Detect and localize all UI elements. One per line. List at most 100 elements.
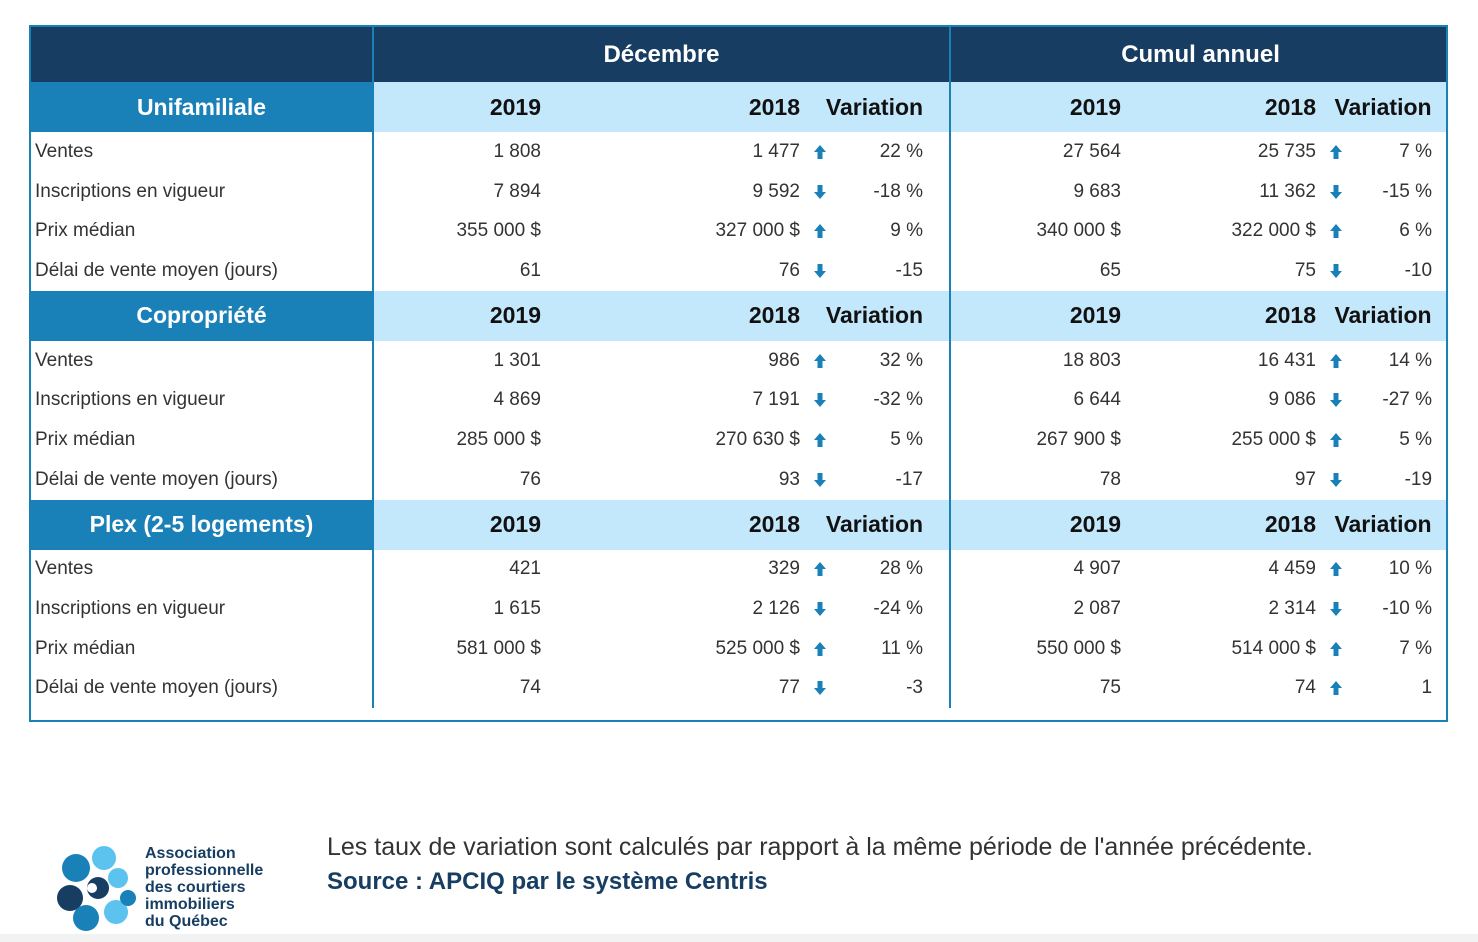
dec-2019-value: 7 894 xyxy=(493,180,541,202)
dec-2019-value: 355 000 $ xyxy=(456,220,541,242)
ytd-2019-value: 75 xyxy=(1099,677,1121,699)
logo-line: des courtiers xyxy=(145,879,246,896)
ytd-2018-value: 75 xyxy=(1294,259,1316,281)
dec-variation-value: -3 xyxy=(840,668,951,709)
table-row: Prix médian 581 000 $ 525 000 $ 11 % 550 000… xyxy=(31,628,1446,669)
dec-variation-value: 11 % xyxy=(840,628,951,669)
down-arrow-icon xyxy=(1316,380,1356,420)
ytd-2018-value: 97 xyxy=(1294,468,1316,490)
logo-line: du Québec xyxy=(145,913,228,930)
dec-2018-value: 1 477 xyxy=(752,140,800,162)
ytd-2018-value: 25 735 xyxy=(1257,140,1316,162)
ytd-variation-value: -19 xyxy=(1404,468,1433,490)
row-label: Inscriptions en vigueur xyxy=(31,380,374,421)
logo-text: Association professionnelle des courtier… xyxy=(145,845,263,930)
col-year: 2018 xyxy=(541,290,800,341)
col-year: 2019 xyxy=(373,82,541,132)
section-header-row: Copropriété 2019 2018 Variation 2019 2018 Vari… xyxy=(31,290,1446,341)
dec-2018-value: 9 592 xyxy=(752,180,800,202)
period-header-row: Décembre Cumul annuel xyxy=(31,27,1446,82)
ytd-2019-value: 27 564 xyxy=(1062,140,1121,162)
stats-table: Décembre Cumul annuel Unifamiliale 2019 20… xyxy=(31,27,1446,709)
col-year: 2018 xyxy=(1121,499,1316,550)
up-arrow-icon xyxy=(800,211,840,251)
col-variation: Variation xyxy=(1316,499,1446,550)
dec-variation-value: -17 xyxy=(840,459,951,500)
ytd-variation-value: 1 xyxy=(1421,677,1433,699)
col-year: 2018 xyxy=(1121,290,1316,341)
ytd-2019-value: 6 644 xyxy=(1073,389,1121,411)
col-year: 2019 xyxy=(950,82,1121,132)
dec-2019-value: 1 615 xyxy=(493,598,541,620)
up-arrow-icon xyxy=(800,629,840,669)
logo-line: immobiliers xyxy=(145,896,235,913)
period-decembre: Décembre xyxy=(373,27,951,82)
row-label: Inscriptions en vigueur xyxy=(31,589,374,629)
dec-variation-value: 32 % xyxy=(840,340,951,381)
col-year: 2018 xyxy=(1121,82,1316,132)
dec-2018-value: 7 191 xyxy=(752,389,800,411)
section-title: Copropriété xyxy=(31,290,374,341)
down-arrow-icon xyxy=(800,589,840,629)
up-arrow-icon xyxy=(800,341,840,381)
up-arrow-icon xyxy=(800,550,840,590)
col-year: 2018 xyxy=(541,499,800,550)
dec-2018-value: 525 000 $ xyxy=(715,637,800,659)
ytd-variation-value: 7 % xyxy=(1399,140,1433,162)
down-arrow-icon xyxy=(800,380,840,420)
ytd-variation-value: 7 % xyxy=(1399,637,1433,659)
ytd-2018-value: 322 000 $ xyxy=(1231,220,1316,242)
ytd-2018-value: 514 000 $ xyxy=(1231,637,1316,659)
ytd-2018-value: 11 362 xyxy=(1259,180,1316,202)
dec-2018-value: 986 xyxy=(768,349,800,371)
col-variation: Variation xyxy=(800,499,951,550)
dec-2019-value: 285 000 $ xyxy=(456,428,541,450)
ytd-2018-value: 74 xyxy=(1294,677,1316,699)
ytd-variation-value: 10 % xyxy=(1388,558,1433,580)
col-variation: Variation xyxy=(1316,82,1446,132)
col-year: 2019 xyxy=(373,499,541,550)
down-arrow-icon xyxy=(800,669,840,709)
dec-variation-value: 9 % xyxy=(840,211,951,252)
dec-2019-value: 74 xyxy=(519,677,541,699)
down-arrow-icon xyxy=(1316,251,1356,291)
ytd-2019-value: 18 803 xyxy=(1062,349,1121,371)
table-row: Prix médian 285 000 $ 270 630 $ 5 % 267 900 … xyxy=(31,420,1446,460)
dec-2019-value: 76 xyxy=(519,468,541,490)
table-row: Inscriptions en vigueur 4 869 7 191 -32 % 6 … xyxy=(31,380,1446,421)
ytd-2018-value: 4 459 xyxy=(1268,558,1316,580)
col-variation: Variation xyxy=(800,290,951,341)
ytd-variation-value: -27 % xyxy=(1382,389,1433,411)
col-year: 2019 xyxy=(950,290,1121,341)
section-header-row: Unifamiliale 2019 2018 Variation 2019 2018 Var… xyxy=(31,82,1446,132)
row-label: Prix médian xyxy=(31,420,374,460)
ytd-2019-value: 550 000 $ xyxy=(1036,637,1121,659)
ytd-2018-value: 9 086 xyxy=(1268,389,1316,411)
up-arrow-icon xyxy=(1316,669,1356,709)
up-arrow-icon xyxy=(1316,629,1356,669)
col-variation: Variation xyxy=(1316,290,1446,341)
table-row: Ventes 1 301 986 32 % 18 803 16 431 14 % xyxy=(31,340,1446,381)
dec-2019-value: 581 000 $ xyxy=(456,637,541,659)
table-row: Délai de vente moyen (jours) 74 77 -3 75 74 1 xyxy=(31,668,1446,709)
table-row: Ventes 421 329 28 % 4 907 4 459 10 % xyxy=(31,549,1446,590)
dec-2018-value: 93 xyxy=(778,468,800,490)
variation-note: Les taux de variation sont calculés par … xyxy=(327,833,1313,861)
dec-2018-value: 77 xyxy=(778,677,800,699)
section-header-row: Plex (2-5 logements) 2019 2018 Variation 201… xyxy=(31,499,1446,550)
dec-2019-value: 1 808 xyxy=(493,140,541,162)
table-row: Prix médian 355 000 $ 327 000 $ 9 % 340 000 … xyxy=(31,211,1446,252)
section-title: Plex (2-5 logements) xyxy=(31,499,374,550)
up-arrow-icon xyxy=(1316,550,1356,590)
row-label: Ventes xyxy=(31,549,374,590)
apciq-logo-icon xyxy=(57,846,136,931)
ytd-variation-value: 6 % xyxy=(1399,220,1433,242)
ytd-variation-value: -10 xyxy=(1404,259,1433,281)
up-arrow-icon xyxy=(1316,132,1356,172)
row-label: Ventes xyxy=(31,340,374,381)
row-label: Ventes xyxy=(31,132,374,172)
ytd-2019-value: 78 xyxy=(1099,468,1121,490)
header-corner xyxy=(31,27,374,82)
source-text: Source : APCIQ par le système Centris xyxy=(327,868,768,895)
col-year: 2018 xyxy=(541,82,800,132)
